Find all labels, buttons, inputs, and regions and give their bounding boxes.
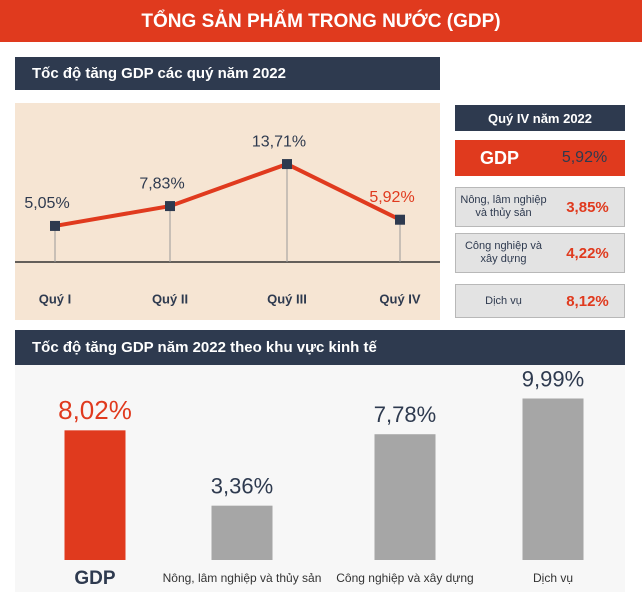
- section-header: [15, 330, 625, 365]
- panel-row: Nông, lâm nghiệp và thủy sản 3,85%: [455, 187, 625, 227]
- bar: [374, 434, 436, 560]
- header-bar: [0, 0, 642, 42]
- data-label: 5,92%: [369, 189, 414, 206]
- point: [165, 201, 175, 212]
- x-tick-label: Quý II: [152, 291, 188, 306]
- x-tick-label: GDP: [74, 568, 116, 589]
- line: [54, 161, 401, 228]
- data-label: 5,05%: [24, 195, 69, 212]
- section-header: [15, 57, 440, 90]
- row-value: 5,92%: [561, 149, 608, 166]
- row-value: 3,85%: [566, 198, 609, 216]
- point: [282, 159, 292, 170]
- row-value: 8,12%: [566, 292, 609, 310]
- panel-row: GDP 5,92%: [455, 140, 625, 176]
- data-label: 3,36%: [211, 473, 273, 498]
- bar: [522, 398, 584, 560]
- point: [50, 220, 60, 231]
- row-label: Công nghiệp và xây dựng: [464, 240, 543, 265]
- panel-row: Công nghiệp và xây dựng 4,22%: [455, 233, 625, 273]
- data-label: 7,83%: [139, 175, 184, 192]
- data-label: 7,78%: [374, 402, 436, 427]
- page-title: TỔNG SẢN PHẨM TRONG NƯỚC (GDP): [141, 10, 500, 32]
- row-value: 4,22%: [566, 244, 609, 262]
- row-label: Nông, lâm nghiệp và thủy sản: [460, 194, 547, 219]
- plot-area: [15, 103, 440, 320]
- panel-row: Dịch vụ 8,12%: [455, 284, 625, 318]
- chart-title: Tốc độ tăng GDP các quý năm 2022: [32, 65, 286, 82]
- x-tick-label: Quý IV: [379, 291, 421, 306]
- point: [395, 214, 405, 225]
- bar: [211, 505, 273, 560]
- data-label: 13,71%: [252, 133, 306, 150]
- x-tick-label: Nông, lâm nghiệp và thủy sản: [163, 571, 322, 585]
- data-label: 9,99%: [522, 366, 584, 391]
- chart-title: Tốc độ tăng GDP năm 2022 theo khu vực ki…: [32, 339, 377, 356]
- row-label: GDP: [480, 147, 520, 168]
- data-label: 8,02%: [58, 395, 132, 425]
- x-tick-label: Quý III: [267, 291, 307, 306]
- row-label: Dịch vụ: [485, 294, 522, 307]
- x-tick-label: Công nghiệp và xây dựng: [336, 571, 473, 585]
- x-tick-label: Quý I: [39, 291, 72, 306]
- x-tick-label: Dịch vụ: [533, 571, 573, 585]
- bar: [64, 430, 126, 560]
- panel-title: Quý IV năm 2022: [455, 105, 625, 131]
